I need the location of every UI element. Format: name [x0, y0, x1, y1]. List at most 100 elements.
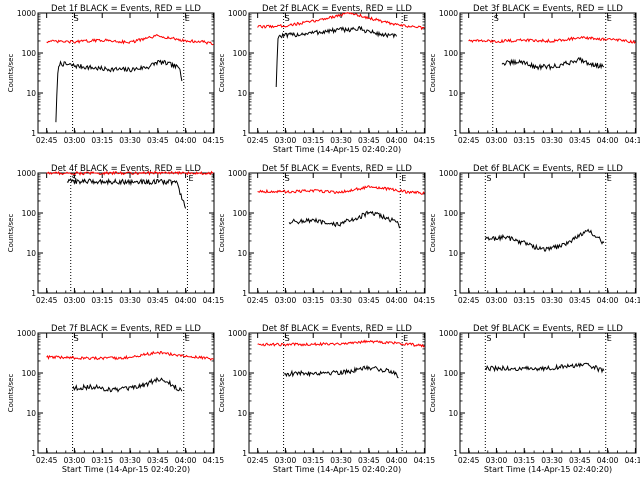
x-tick-label: 03:30 — [541, 456, 563, 465]
x-tick-label: 04:15 — [625, 296, 640, 305]
x-tick-label: 04:15 — [625, 136, 640, 145]
chart-title: Det 1f BLACK = Events, RED = LLD — [51, 4, 201, 14]
series-events — [72, 376, 183, 393]
x-tick-label: 03:00 — [486, 456, 508, 465]
x-tick-label: 02:45 — [36, 296, 58, 305]
y-tick-label: 1000 — [17, 329, 36, 338]
series-events — [66, 177, 187, 209]
series-events — [55, 59, 183, 123]
x-tick-label: 02:45 — [247, 296, 269, 305]
x-tick-label: 03:45 — [569, 456, 591, 465]
x-tick-label: 03:00 — [486, 296, 508, 305]
y-tick-label: 100 — [444, 49, 459, 58]
x-tick-label: 03:15 — [302, 296, 324, 305]
y-tick-label: 100 — [233, 369, 248, 378]
series-events — [484, 362, 605, 374]
x-tick-label: 03:30 — [119, 136, 141, 145]
y-tick-label: 1000 — [228, 169, 247, 178]
x-tick-label: 04:00 — [386, 456, 408, 465]
y-tick-label: 1000 — [228, 9, 247, 18]
y-tick-label: 1000 — [439, 9, 458, 18]
x-axis-label: Start Time (14-Apr-15 02:40:20) — [484, 465, 612, 474]
x-tick-label: 04:00 — [175, 136, 197, 145]
end-marker: E — [403, 14, 408, 23]
y-tick-label: 1000 — [439, 329, 458, 338]
start-marker: S — [486, 174, 491, 183]
end-marker: E — [188, 174, 193, 183]
series-lld — [468, 35, 636, 44]
x-tick-label: 02:45 — [247, 456, 269, 465]
end-marker: E — [607, 174, 612, 183]
x-tick-label: 03:15 — [513, 136, 535, 145]
y-tick-label: 10 — [26, 89, 36, 98]
y-tick-label: 10 — [26, 249, 36, 258]
panel-1: Det 1f BLACK = Events, RED = LLD Counts/s… — [7, 4, 224, 145]
end-marker: E — [185, 334, 190, 343]
x-tick-label: 03:15 — [302, 136, 324, 145]
panel-6: Det 6f BLACK = Events, RED = LLD Counts/s… — [429, 164, 640, 305]
chart-title: Det 3f BLACK = Events, RED = LLD — [473, 4, 623, 14]
y-axis-label: Counts/sec — [218, 54, 226, 93]
series-lld — [257, 185, 425, 195]
x-tick-label: 03:00 — [64, 456, 86, 465]
series-lld — [46, 170, 214, 176]
start-marker: S — [74, 14, 79, 23]
x-tick-label: 02:45 — [458, 136, 480, 145]
series-events — [288, 210, 401, 229]
chart-title: Det 5f BLACK = Events, RED = LLD — [262, 164, 412, 174]
start-marker: S — [74, 334, 79, 343]
chart-title: Det 2f BLACK = Events, RED = LLD — [262, 4, 412, 14]
end-marker: E — [403, 334, 408, 343]
x-tick-label: 03:45 — [358, 456, 380, 465]
plot-frame — [248, 332, 426, 454]
x-tick-label: 04:15 — [625, 456, 640, 465]
chart-title: Det 8f BLACK = Events, RED = LLD — [262, 324, 412, 334]
y-axis-label: Counts/sec — [218, 214, 226, 253]
series-events — [283, 364, 399, 379]
y-tick-label: 1 — [453, 289, 458, 298]
series-events — [275, 25, 398, 88]
x-tick-label: 04:00 — [386, 296, 408, 305]
x-tick-label: 03:00 — [275, 296, 297, 305]
x-tick-label: 04:00 — [597, 136, 619, 145]
y-tick-label: 10 — [448, 249, 458, 258]
x-tick-label: 02:45 — [458, 296, 480, 305]
x-tick-label: 03:15 — [302, 456, 324, 465]
plot-frame — [248, 172, 426, 294]
y-tick-label: 1 — [242, 289, 247, 298]
x-tick-label: 03:30 — [119, 296, 141, 305]
x-tick-label: 03:45 — [147, 136, 169, 145]
x-axis-label: Start Time (14-Apr-15 02:40:20) — [62, 465, 190, 474]
y-axis-label: Counts/sec — [7, 374, 15, 413]
series-lld — [257, 12, 425, 31]
x-tick-label: 03:00 — [64, 136, 86, 145]
chart-title: Det 6f BLACK = Events, RED = LLD — [473, 164, 623, 174]
x-tick-label: 04:00 — [175, 296, 197, 305]
x-tick-label: 03:30 — [330, 136, 352, 145]
plot-frame — [459, 12, 637, 134]
plot-frame — [37, 12, 215, 134]
y-tick-label: 100 — [444, 209, 459, 218]
y-axis-label: Counts/sec — [7, 214, 15, 253]
y-axis-label: Counts/sec — [7, 54, 15, 93]
plot-frame — [37, 332, 215, 454]
end-marker: E — [607, 334, 612, 343]
y-tick-label: 100 — [444, 369, 459, 378]
y-tick-label: 10 — [448, 409, 458, 418]
panel-3: Det 3f BLACK = Events, RED = LLD Counts/s… — [429, 4, 640, 145]
end-marker: E — [607, 14, 612, 23]
x-tick-label: 04:15 — [414, 296, 436, 305]
x-tick-label: 03:15 — [91, 136, 113, 145]
x-tick-label: 04:15 — [414, 136, 436, 145]
x-tick-label: 04:00 — [175, 456, 197, 465]
y-tick-label: 1 — [31, 129, 36, 138]
y-tick-label: 100 — [22, 49, 37, 58]
y-tick-label: 1 — [242, 449, 247, 458]
x-tick-label: 03:00 — [486, 136, 508, 145]
start-marker: S — [486, 334, 491, 343]
panel-8: Det 8f BLACK = Events, RED = LLD Counts/s… — [218, 324, 435, 474]
chart-title: Det 7f BLACK = Events, RED = LLD — [51, 324, 201, 334]
x-tick-label: 03:45 — [569, 136, 591, 145]
panel-7: Det 7f BLACK = Events, RED = LLD Counts/s… — [7, 324, 224, 474]
chart-title: Det 4f BLACK = Events, RED = LLD — [51, 164, 201, 174]
